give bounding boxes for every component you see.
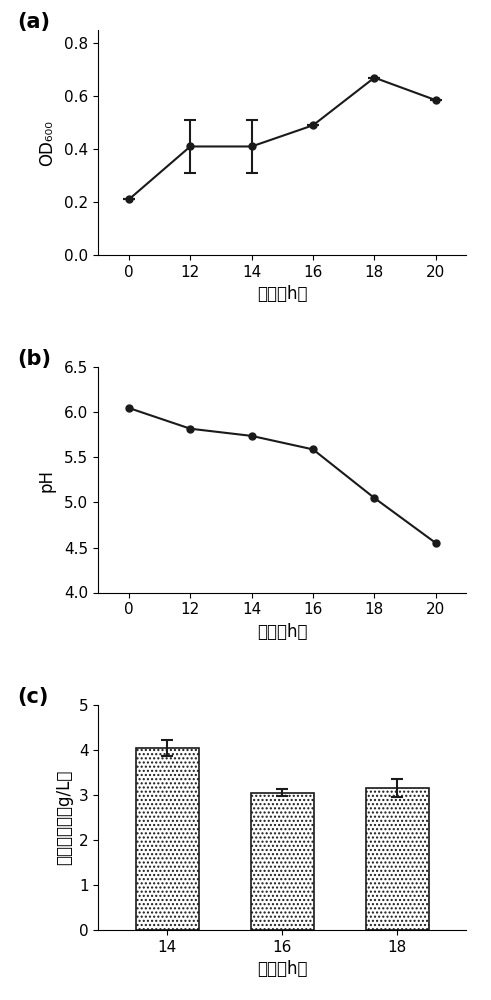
Bar	[366, 788, 429, 930]
Bar	[251, 793, 314, 930]
Text: (c): (c)	[17, 687, 49, 707]
X-axis label: 时间（h）: 时间（h）	[257, 623, 307, 641]
Y-axis label: OD₆₀₀: OD₆₀₀	[38, 119, 56, 165]
Bar	[136, 748, 199, 930]
Y-axis label: 葡萄糖含量（g/L）: 葡萄糖含量（g/L）	[55, 770, 73, 865]
Text: (a): (a)	[17, 12, 50, 32]
Text: (b): (b)	[17, 349, 51, 369]
X-axis label: 时间（h）: 时间（h）	[257, 960, 307, 978]
Y-axis label: pH: pH	[38, 468, 56, 491]
X-axis label: 时间（h）: 时间（h）	[257, 285, 307, 303]
